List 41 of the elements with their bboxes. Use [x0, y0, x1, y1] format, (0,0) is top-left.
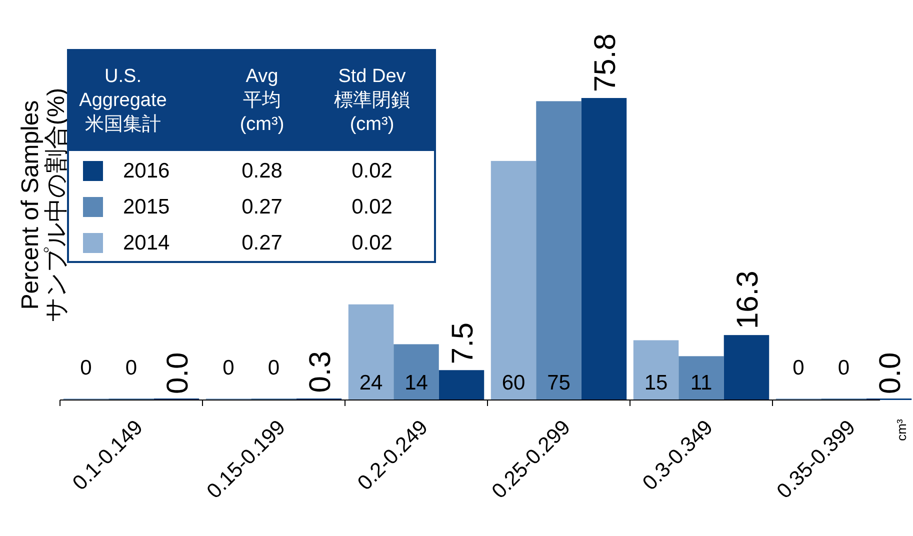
legend-label: 2015 [123, 196, 170, 218]
data-label: 16.3 [731, 270, 764, 330]
legend-title: U.S. Aggregate 米国集計 [79, 66, 167, 134]
data-label: 11 [690, 372, 712, 394]
annotation: 0.28 [242, 160, 282, 182]
data-label: 0 [125, 356, 138, 380]
data-label: 24 [359, 372, 384, 394]
bar [348, 304, 394, 400]
bar [633, 340, 679, 400]
data-label: 75.8 [588, 34, 622, 92]
bar [490, 160, 536, 400]
data-label: 7.5 [446, 322, 480, 364]
bar [678, 356, 724, 400]
bar [438, 370, 484, 400]
data-label: 0.0 [161, 352, 194, 394]
data-label: 75 [547, 372, 570, 394]
data-label: 0 [222, 356, 234, 380]
y-axis-title: Percent of Samples サンプル中の割合(%) [16, 88, 70, 322]
legend-label: 2014 [123, 232, 170, 254]
data-label: 0 [838, 356, 850, 380]
annotation: 0.27 [242, 196, 282, 218]
bar [724, 335, 770, 400]
data-label: 14 [404, 372, 428, 394]
data-label: 0 [792, 356, 804, 380]
annotation: Std Dev 標準閉鎖 (cm³) [334, 66, 410, 134]
data-label: 0.0 [874, 352, 907, 394]
annotation: 0.02 [352, 232, 392, 254]
data-label: 0.3 [304, 351, 337, 393]
annotation: 0.02 [352, 160, 392, 182]
data-label: 0 [268, 356, 280, 380]
data-label: 60 [502, 372, 526, 394]
annotation: Avg 平均 (cm³) [240, 66, 284, 134]
data-label: 0 [80, 356, 92, 380]
legend-label: 2016 [123, 160, 170, 182]
data-label: 15 [644, 372, 668, 394]
annotation: 0.27 [242, 232, 282, 254]
bar [536, 101, 582, 400]
annotation: 0.02 [352, 196, 392, 218]
bar [581, 98, 627, 400]
bar [394, 344, 439, 400]
unit-note: cm³ [894, 419, 909, 441]
